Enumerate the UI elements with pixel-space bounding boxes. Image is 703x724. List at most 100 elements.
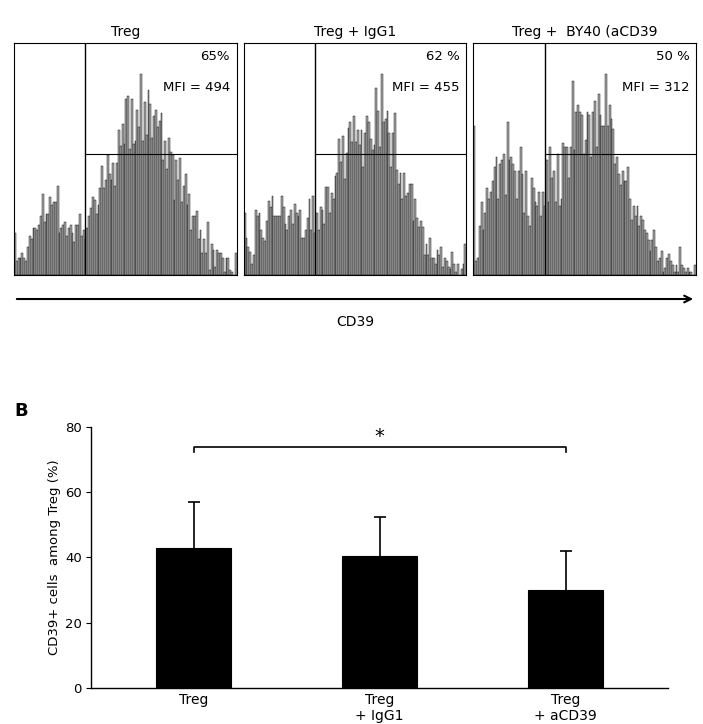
Bar <box>398 185 399 275</box>
Bar <box>581 115 583 275</box>
Bar <box>637 206 638 275</box>
Bar <box>99 188 101 275</box>
Bar <box>160 113 162 275</box>
Bar <box>534 202 536 275</box>
Bar <box>253 256 255 275</box>
Bar <box>620 185 621 275</box>
Bar <box>583 153 585 275</box>
Bar <box>387 111 388 275</box>
Bar <box>359 145 361 275</box>
Bar <box>538 192 540 275</box>
Bar <box>212 250 214 275</box>
Bar <box>653 230 655 275</box>
Bar <box>527 216 529 275</box>
Bar <box>481 202 483 275</box>
Bar <box>181 203 183 275</box>
Bar <box>207 222 209 275</box>
Bar <box>479 227 481 275</box>
Bar <box>652 240 653 275</box>
Bar <box>633 206 635 275</box>
Bar <box>516 198 518 275</box>
Bar <box>250 253 251 275</box>
Bar <box>378 111 379 275</box>
Bar <box>501 161 503 275</box>
Bar <box>553 171 555 275</box>
Bar <box>140 74 142 275</box>
Bar <box>520 146 522 275</box>
Bar <box>96 214 98 275</box>
Bar <box>379 148 381 275</box>
Bar <box>629 198 631 275</box>
Bar <box>337 173 338 275</box>
Bar <box>303 238 305 275</box>
Bar <box>165 140 166 275</box>
Bar <box>670 261 672 275</box>
Bar <box>681 265 683 275</box>
Bar <box>657 261 659 275</box>
Bar <box>450 269 451 275</box>
Bar <box>512 164 514 275</box>
Bar <box>200 230 202 275</box>
Bar <box>568 178 570 275</box>
Bar <box>172 155 174 275</box>
Bar <box>276 216 277 275</box>
Bar <box>399 173 401 275</box>
Bar <box>586 112 588 275</box>
Bar <box>405 195 407 275</box>
Bar <box>301 238 303 275</box>
Bar <box>672 265 673 275</box>
Bar <box>486 188 488 275</box>
Bar <box>473 126 475 275</box>
Bar <box>84 239 86 275</box>
Text: B: B <box>14 402 27 420</box>
Bar <box>673 272 676 275</box>
Bar <box>251 264 253 275</box>
Bar <box>352 142 353 275</box>
Bar <box>357 130 359 275</box>
Bar <box>683 268 685 275</box>
Bar <box>90 208 92 275</box>
Bar <box>166 169 168 275</box>
Bar <box>168 138 170 275</box>
Text: MFI = 494: MFI = 494 <box>163 80 230 93</box>
Bar <box>81 236 83 275</box>
Bar <box>118 130 120 275</box>
Text: MFI = 455: MFI = 455 <box>392 80 460 93</box>
Bar <box>342 556 417 688</box>
Bar <box>136 110 138 275</box>
Bar <box>548 202 550 275</box>
Bar <box>271 195 273 275</box>
Bar <box>562 143 565 275</box>
Bar <box>320 207 322 275</box>
Bar <box>407 193 409 275</box>
Bar <box>621 171 624 275</box>
Bar <box>555 202 557 275</box>
Bar <box>162 161 165 275</box>
Bar <box>661 251 662 275</box>
Bar <box>612 130 614 275</box>
Bar <box>66 236 68 275</box>
Bar <box>309 198 311 275</box>
Bar <box>531 178 533 275</box>
Bar <box>153 116 155 275</box>
Text: CD39: CD39 <box>336 315 374 329</box>
Bar <box>115 185 116 275</box>
Bar <box>31 239 32 275</box>
Bar <box>174 200 176 275</box>
Bar <box>642 219 644 275</box>
Bar <box>280 195 283 275</box>
Bar <box>353 117 355 275</box>
Bar <box>235 253 237 275</box>
Bar <box>255 210 257 275</box>
Bar <box>392 133 394 275</box>
Bar <box>505 195 507 275</box>
Bar <box>577 105 579 275</box>
Bar <box>565 146 566 275</box>
Bar <box>647 240 650 275</box>
Bar <box>550 146 551 275</box>
Bar <box>112 163 114 275</box>
Bar <box>646 233 647 275</box>
Bar <box>442 266 444 275</box>
Bar <box>638 227 640 275</box>
Bar <box>618 174 620 275</box>
